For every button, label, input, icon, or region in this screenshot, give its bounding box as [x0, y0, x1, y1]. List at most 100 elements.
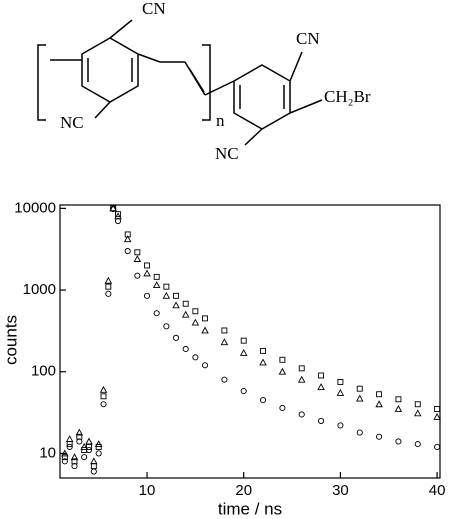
data-point [80, 443, 88, 450]
group-label: CH₂Br [324, 87, 371, 106]
data-point [434, 443, 441, 450]
data-point [105, 283, 112, 290]
data-point [76, 438, 83, 445]
data-point [182, 345, 189, 353]
data-point [394, 405, 403, 412]
bond [94, 101, 111, 119]
data-point [221, 376, 228, 383]
data-point [90, 463, 97, 470]
data-point [395, 438, 402, 445]
data-point [355, 394, 364, 402]
data-point [134, 249, 141, 256]
y-tick-label: 100 [31, 363, 56, 380]
data-point [191, 318, 200, 326]
x-tick-label: 30 [332, 482, 349, 499]
data-point [356, 385, 363, 392]
y-tick-label: 10000 [14, 199, 56, 216]
data-point [259, 358, 267, 366]
bracket-left [37, 44, 46, 121]
data-point [414, 441, 421, 448]
data-point [95, 450, 102, 457]
data-point [240, 337, 247, 344]
data-point [279, 404, 286, 412]
group-label: NC [215, 144, 239, 163]
data-point [152, 281, 161, 289]
x-tick-label: 40 [429, 482, 446, 499]
bond [289, 51, 303, 82]
data-point [71, 463, 78, 470]
data-point [123, 235, 132, 243]
data-point [162, 291, 171, 299]
data-point [336, 389, 345, 396]
bracket-right [202, 44, 211, 121]
data-point [143, 292, 151, 299]
data-point [337, 422, 344, 429]
x-tick-label: 10 [139, 482, 156, 499]
data-point [153, 273, 160, 280]
ring-1 [81, 37, 139, 103]
y-axis-label: counts [1, 315, 20, 365]
data-point [202, 315, 208, 322]
data-point [109, 204, 117, 212]
group-label: CN [142, 0, 166, 18]
data-point [239, 348, 248, 356]
data-point [414, 409, 422, 417]
data-point [90, 457, 98, 465]
x-axis-label: time / ns [218, 499, 282, 518]
data-point [182, 300, 189, 307]
plot-frame [59, 204, 441, 479]
data-point [181, 310, 190, 318]
data-point [114, 217, 122, 225]
data-point [144, 262, 150, 269]
x-tick-label: 20 [235, 482, 252, 499]
data-point [110, 206, 117, 213]
group-label: CN [296, 29, 320, 48]
bond [289, 99, 323, 114]
data-point [337, 378, 344, 385]
bond [109, 19, 133, 39]
data-point [163, 283, 170, 290]
bond [188, 67, 205, 93]
data-point [375, 400, 383, 408]
data-point [75, 428, 84, 436]
data-point [220, 338, 229, 346]
data-point [356, 429, 363, 436]
data-point [395, 396, 402, 403]
data-point [318, 372, 325, 379]
data-point [99, 385, 108, 393]
data-point [61, 449, 69, 457]
data-point [173, 292, 179, 299]
data-point [100, 393, 107, 400]
data-point [279, 356, 286, 363]
data-point [163, 323, 170, 330]
chemical-structure: CN NC n CN CH₂Br NC [37, 0, 371, 163]
data-point [85, 446, 93, 454]
data-point [260, 347, 267, 354]
data-point [104, 276, 113, 284]
data-point [86, 443, 92, 450]
data-point [298, 365, 305, 372]
y-tick-label: 10 [39, 444, 56, 461]
data-point [124, 248, 131, 255]
bond [244, 128, 263, 146]
data-point [94, 440, 103, 448]
data-point [240, 388, 247, 395]
data-point [65, 435, 74, 442]
data-point [61, 458, 68, 465]
bond [137, 53, 161, 63]
data-point [70, 453, 79, 461]
data-point [100, 401, 107, 408]
data-point [90, 468, 97, 475]
data-point [134, 272, 141, 279]
data-point [278, 367, 287, 375]
data-point [172, 301, 180, 309]
ring-2 [233, 64, 291, 130]
bond [204, 80, 235, 96]
data-point [298, 411, 305, 418]
data-point [297, 375, 306, 383]
data-point [153, 310, 160, 317]
data-point [201, 326, 209, 334]
y-tick-label: 1000 [23, 281, 56, 298]
data-point [376, 391, 383, 398]
